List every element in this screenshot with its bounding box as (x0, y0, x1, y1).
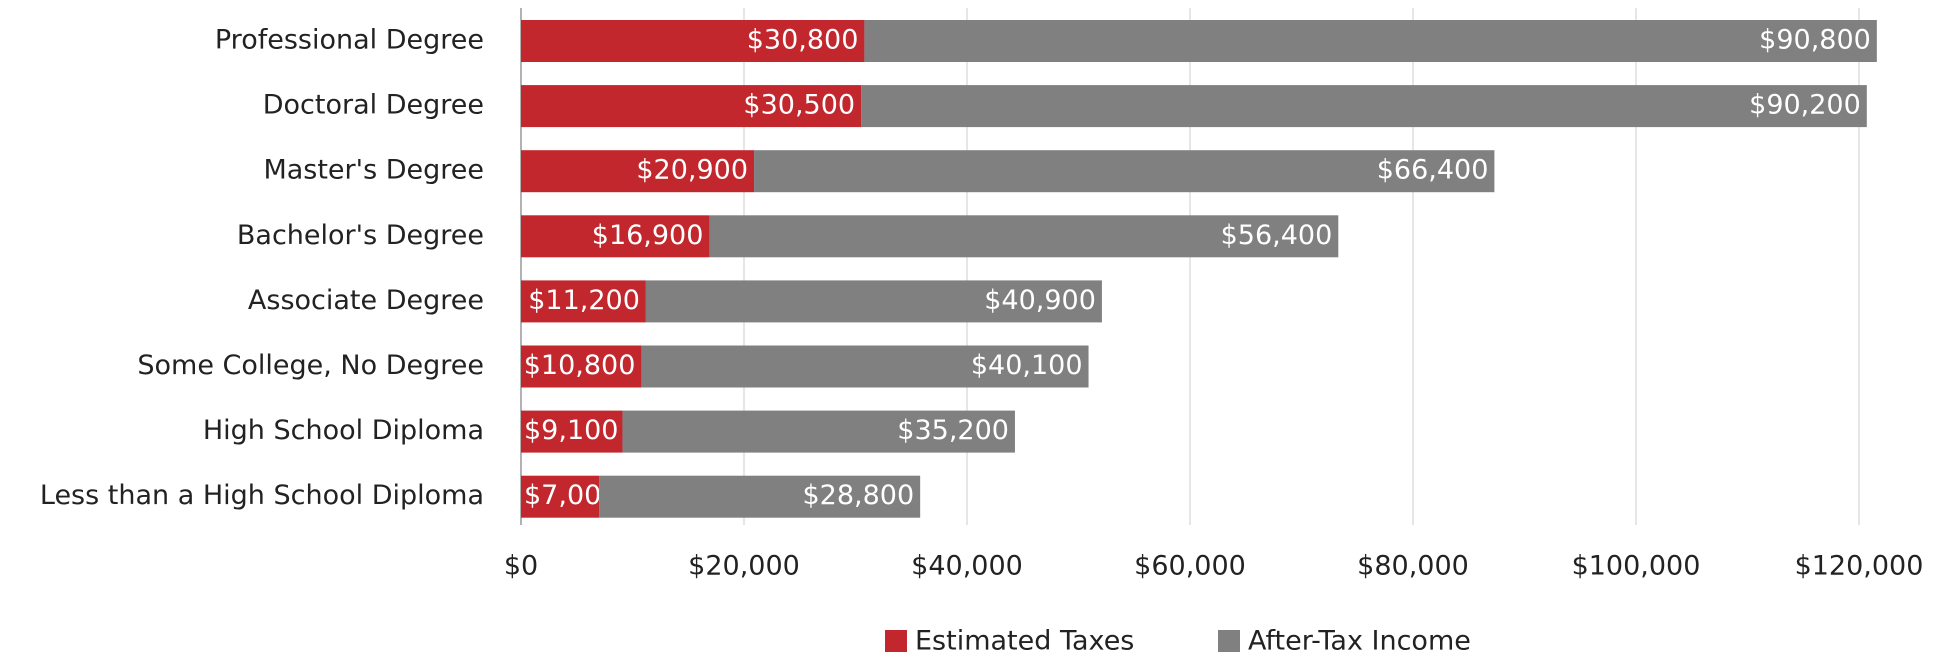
bar-segment (521, 475, 600, 518)
value-label: $35,200 (897, 415, 1009, 446)
bar-segment (521, 345, 642, 388)
x-tick-label: $60,000 (1134, 551, 1246, 582)
bar-segment (521, 280, 646, 323)
category-label: Less than a High School Diploma (40, 480, 484, 511)
x-tick-label: $20,000 (688, 551, 800, 582)
category-label: Professional Degree (215, 25, 484, 56)
bar-segment (521, 20, 865, 62)
bar-segment (599, 475, 921, 518)
value-label: $90,800 (1759, 25, 1871, 56)
legend-swatch (1218, 630, 1240, 652)
bar-segment (641, 345, 1089, 388)
bar-segment (754, 150, 1495, 193)
value-label: $10,800 (524, 350, 636, 381)
x-tick-label: $0 (504, 551, 538, 582)
bar-segment (864, 20, 1877, 62)
value-label: $9,100 (524, 415, 618, 446)
x-tick-label: $40,000 (911, 551, 1023, 582)
legend-label: After-Tax Income (1248, 626, 1471, 654)
value-label: $40,100 (971, 350, 1083, 381)
value-label: $30,500 (743, 90, 855, 121)
category-label: Some College, No Degree (137, 350, 484, 381)
bar-segment (645, 280, 1102, 323)
bar-segment (521, 410, 623, 453)
bar-segment (521, 85, 862, 128)
bar-segment (709, 215, 1339, 258)
value-label: $90,200 (1749, 90, 1861, 121)
value-label: $30,800 (747, 25, 859, 56)
bar-segment (521, 215, 710, 258)
x-tick-label: $100,000 (1572, 551, 1701, 582)
bar-segment (622, 410, 1015, 453)
category-label: Master's Degree (263, 155, 484, 186)
bar-segment (861, 85, 1867, 128)
x-tick-label: $80,000 (1357, 551, 1469, 582)
legend-swatch (885, 630, 907, 652)
value-label: $56,400 (1221, 220, 1333, 251)
value-label: $20,900 (636, 155, 748, 186)
value-label: $16,900 (592, 220, 704, 251)
bar-segment (521, 150, 755, 193)
category-label: Bachelor's Degree (237, 220, 484, 251)
value-label: $40,900 (984, 285, 1096, 316)
value-label: $66,400 (1377, 155, 1489, 186)
category-label: Associate Degree (248, 285, 484, 316)
legend-label: Estimated Taxes (915, 626, 1134, 654)
x-tick-label: $120,000 (1795, 551, 1924, 582)
category-label: High School Diploma (203, 415, 484, 446)
value-label: $28,800 (803, 480, 915, 511)
value-label: $11,200 (528, 285, 640, 316)
category-label: Doctoral Degree (263, 90, 484, 121)
